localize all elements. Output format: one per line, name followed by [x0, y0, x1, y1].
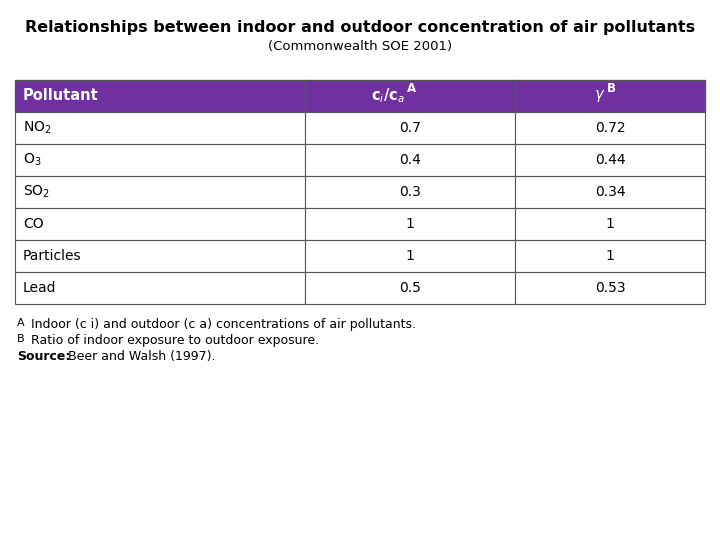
Text: c$_i$/c$_a$: c$_i$/c$_a$: [371, 86, 405, 105]
Text: 0.53: 0.53: [595, 281, 625, 295]
Text: Source:: Source:: [17, 350, 71, 363]
Text: Ratio of indoor exposure to outdoor exposure.: Ratio of indoor exposure to outdoor expo…: [31, 334, 319, 347]
Text: A: A: [407, 83, 416, 96]
Text: B: B: [17, 334, 24, 344]
Bar: [515, 272, 705, 304]
Text: O$_3$: O$_3$: [23, 152, 42, 168]
Bar: [15, 80, 305, 112]
Bar: [305, 272, 515, 304]
Text: 0.3: 0.3: [399, 185, 421, 199]
Text: 1: 1: [405, 217, 415, 231]
Text: 1: 1: [606, 217, 614, 231]
Text: 0.4: 0.4: [399, 153, 421, 167]
Text: 1: 1: [405, 249, 415, 263]
Bar: [305, 208, 515, 240]
Text: 0.34: 0.34: [595, 185, 625, 199]
Bar: [305, 112, 515, 144]
Bar: [305, 176, 515, 208]
Bar: [515, 80, 705, 112]
Bar: [15, 176, 305, 208]
Text: NO$_2$: NO$_2$: [23, 120, 52, 136]
Bar: [15, 272, 305, 304]
Text: (Commonwealth SOE 2001): (Commonwealth SOE 2001): [268, 40, 452, 53]
Text: 1: 1: [606, 249, 614, 263]
Bar: [15, 144, 305, 176]
Text: 0.7: 0.7: [399, 121, 421, 135]
Bar: [15, 208, 305, 240]
Text: Indoor (c i) and outdoor (c a) concentrations of air pollutants.: Indoor (c i) and outdoor (c a) concentra…: [31, 318, 416, 331]
Text: 0.72: 0.72: [595, 121, 625, 135]
Text: 0.44: 0.44: [595, 153, 625, 167]
Text: Relationships between indoor and outdoor concentration of air pollutants: Relationships between indoor and outdoor…: [25, 20, 695, 35]
Bar: [15, 112, 305, 144]
Text: Beer and Walsh (1997).: Beer and Walsh (1997).: [64, 350, 215, 363]
Text: SO$_2$: SO$_2$: [23, 184, 50, 200]
Bar: [305, 144, 515, 176]
Text: Particles: Particles: [23, 249, 81, 263]
Bar: [515, 112, 705, 144]
Text: CO: CO: [23, 217, 44, 231]
Bar: [515, 176, 705, 208]
Bar: [305, 240, 515, 272]
Bar: [515, 208, 705, 240]
Bar: [305, 80, 515, 112]
Text: A: A: [17, 318, 24, 328]
Text: Pollutant: Pollutant: [23, 89, 99, 104]
Bar: [515, 240, 705, 272]
Bar: [15, 240, 305, 272]
Bar: [515, 144, 705, 176]
Text: B: B: [607, 83, 616, 96]
Text: Lead: Lead: [23, 281, 56, 295]
Text: $\gamma$: $\gamma$: [594, 88, 605, 104]
Text: 0.5: 0.5: [399, 281, 421, 295]
